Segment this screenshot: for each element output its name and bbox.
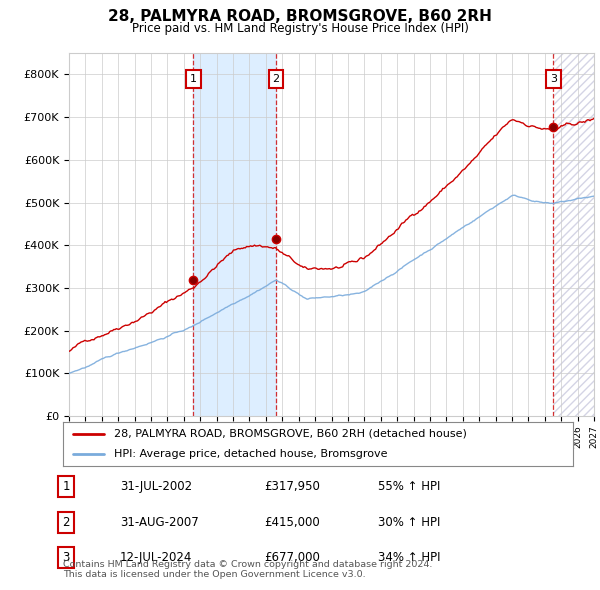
Text: 3: 3 (62, 551, 70, 564)
Text: 31-AUG-2007: 31-AUG-2007 (120, 516, 199, 529)
Text: 30% ↑ HPI: 30% ↑ HPI (378, 516, 440, 529)
Text: £677,000: £677,000 (264, 551, 320, 564)
Text: HPI: Average price, detached house, Bromsgrove: HPI: Average price, detached house, Brom… (114, 449, 388, 459)
Text: 3: 3 (550, 74, 557, 84)
Text: Price paid vs. HM Land Registry's House Price Index (HPI): Price paid vs. HM Land Registry's House … (131, 22, 469, 35)
Text: £317,950: £317,950 (264, 480, 320, 493)
Bar (553, 53, 594, 416)
Text: 1: 1 (62, 480, 70, 493)
Text: 34% ↑ HPI: 34% ↑ HPI (378, 551, 440, 564)
Text: 28, PALMYRA ROAD, BROMSGROVE, B60 2RH: 28, PALMYRA ROAD, BROMSGROVE, B60 2RH (108, 9, 492, 24)
Text: £415,000: £415,000 (264, 516, 320, 529)
Text: Contains HM Land Registry data © Crown copyright and database right 2024.
This d: Contains HM Land Registry data © Crown c… (63, 560, 433, 579)
Text: 55% ↑ HPI: 55% ↑ HPI (378, 480, 440, 493)
Text: 2: 2 (272, 74, 280, 84)
Text: 1: 1 (190, 74, 197, 84)
Bar (193, 53, 276, 416)
Bar (553, 53, 594, 416)
Text: 2: 2 (62, 516, 70, 529)
Text: 28, PALMYRA ROAD, BROMSGROVE, B60 2RH (detached house): 28, PALMYRA ROAD, BROMSGROVE, B60 2RH (d… (114, 429, 467, 439)
Text: 12-JUL-2024: 12-JUL-2024 (120, 551, 193, 564)
Text: 31-JUL-2002: 31-JUL-2002 (120, 480, 192, 493)
